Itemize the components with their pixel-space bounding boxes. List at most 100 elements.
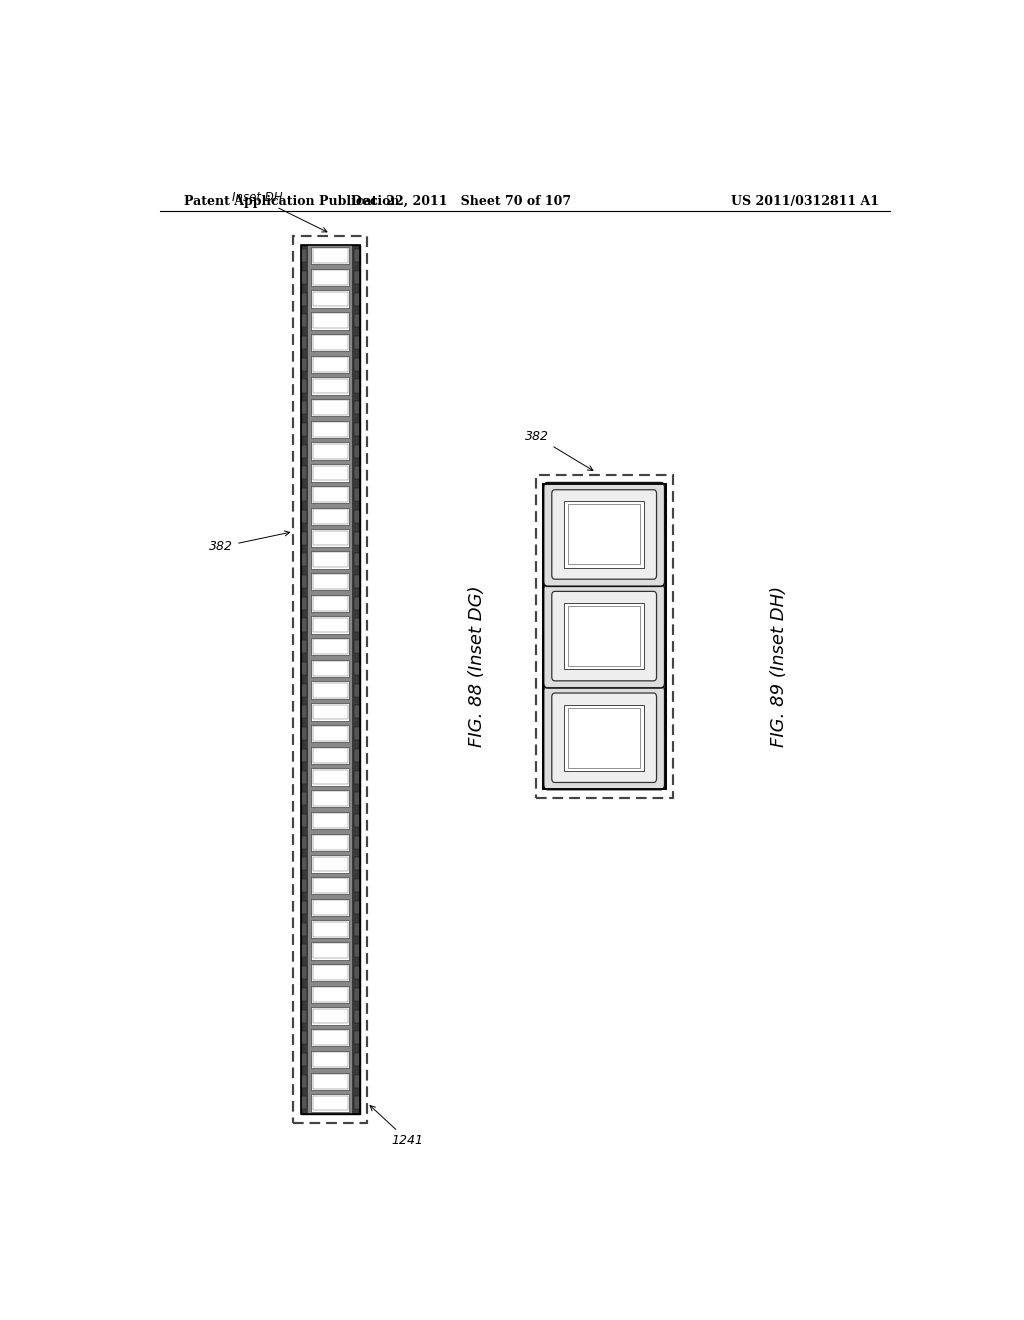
Bar [301, 1053, 307, 1067]
Bar [313, 1008, 347, 1023]
Bar [354, 640, 360, 653]
Bar [354, 1097, 360, 1110]
Bar [301, 705, 307, 718]
Bar [301, 314, 307, 327]
Text: Patent Application Publication: Patent Application Publication [183, 194, 399, 207]
Bar [313, 878, 347, 894]
Bar [313, 726, 347, 741]
Bar [313, 857, 347, 871]
Bar [308, 244, 352, 267]
Bar [301, 879, 307, 892]
Bar [311, 355, 349, 374]
Bar [313, 987, 347, 1002]
Bar [308, 1006, 352, 1027]
Bar [301, 836, 307, 849]
Text: 382: 382 [209, 531, 290, 553]
Bar [313, 770, 347, 784]
Bar [301, 771, 307, 784]
Bar [354, 293, 360, 306]
Bar [308, 680, 352, 701]
Bar [308, 744, 352, 766]
Bar [313, 900, 347, 915]
Bar [354, 1031, 360, 1044]
Bar [308, 614, 352, 636]
Bar [311, 833, 349, 851]
Bar [311, 768, 349, 785]
Bar [308, 919, 352, 940]
Bar [308, 940, 352, 962]
Bar [311, 986, 349, 1003]
FancyBboxPatch shape [544, 585, 665, 688]
Bar [313, 792, 347, 807]
Bar [313, 400, 347, 414]
Bar [311, 1007, 349, 1024]
Bar [308, 462, 352, 483]
Bar [308, 983, 352, 1006]
Bar [354, 923, 360, 936]
Bar [354, 271, 360, 284]
Bar [301, 814, 307, 828]
Bar [313, 444, 347, 458]
Bar [354, 987, 360, 1001]
Bar [311, 1094, 349, 1111]
Bar [568, 606, 640, 667]
FancyBboxPatch shape [544, 686, 665, 789]
Bar [311, 486, 349, 503]
Bar [301, 597, 307, 610]
Bar [313, 661, 347, 676]
Bar [313, 1074, 347, 1089]
Bar [301, 576, 307, 587]
Bar [354, 445, 360, 458]
Bar [354, 249, 360, 263]
Bar [311, 660, 349, 677]
Bar [301, 249, 307, 263]
Bar [301, 1097, 307, 1110]
Bar [308, 418, 352, 441]
Bar [311, 920, 349, 937]
Bar [313, 574, 347, 589]
Bar [354, 597, 360, 610]
Bar [313, 834, 347, 850]
Bar [308, 853, 352, 875]
Bar [308, 331, 352, 354]
Bar [311, 465, 349, 482]
Bar [294, 236, 368, 1123]
Bar [354, 401, 360, 414]
Bar [354, 532, 360, 545]
Bar [313, 422, 347, 437]
Bar [313, 1052, 347, 1067]
Bar [354, 879, 360, 892]
FancyBboxPatch shape [544, 483, 665, 586]
Bar [311, 747, 349, 764]
Bar [313, 553, 347, 568]
Bar [301, 748, 307, 762]
Bar [294, 236, 368, 1123]
Bar [301, 337, 307, 348]
Bar [308, 1027, 352, 1048]
Bar [301, 293, 307, 306]
Text: FIG. 89 (Inset DH): FIG. 89 (Inset DH) [770, 586, 787, 747]
Bar [313, 292, 347, 306]
Bar [301, 244, 360, 1114]
Text: US 2011/0312811 A1: US 2011/0312811 A1 [731, 194, 880, 207]
Bar [311, 594, 349, 612]
Bar [301, 1074, 307, 1088]
Bar [311, 725, 349, 742]
Bar [308, 441, 352, 462]
Bar [311, 247, 349, 264]
Bar [301, 488, 307, 502]
Bar [313, 618, 347, 632]
Bar [564, 705, 644, 771]
Bar [354, 944, 360, 957]
Bar [301, 379, 307, 392]
Bar [301, 271, 307, 284]
Bar [308, 896, 352, 919]
Text: 382: 382 [524, 430, 593, 470]
Bar [313, 682, 347, 697]
Bar [313, 379, 347, 393]
Bar [311, 1051, 349, 1068]
Bar [311, 616, 349, 634]
Bar [313, 944, 347, 958]
Bar [354, 466, 360, 479]
Bar [543, 483, 666, 788]
